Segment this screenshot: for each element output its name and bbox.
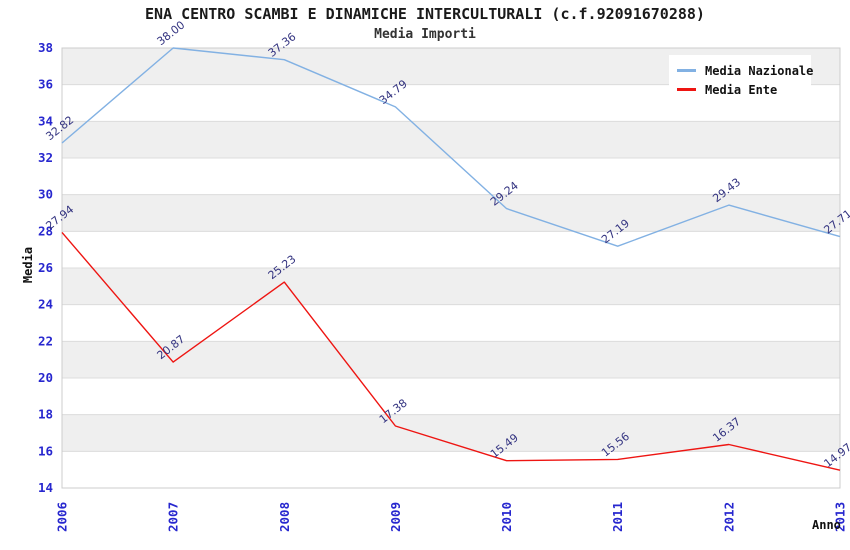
legend: Media Nazionale Media Ente (669, 55, 814, 102)
y-tick-label: 20 (38, 370, 53, 385)
chart-title: ENA CENTRO SCAMBI E DINAMICHE INTERCULTU… (145, 5, 705, 23)
y-tick-label: 32 (38, 150, 53, 165)
grid-band (62, 414, 840, 452)
grid-band (62, 194, 840, 232)
x-tick-label: 2009 (388, 502, 403, 532)
y-axis-title: Media (21, 246, 35, 284)
series-line-media-ente (61, 231, 841, 471)
legend-swatch-icon (677, 69, 696, 72)
grid-band (62, 268, 840, 305)
legend-label: Media Nazionale (705, 63, 814, 78)
x-tick-label: 2008 (277, 502, 292, 532)
y-tick-label: 18 (38, 407, 53, 422)
y-tick-label: 24 (38, 297, 53, 312)
legend-item-1: Media Ente (669, 80, 811, 99)
x-axis-title: Anno (812, 518, 841, 532)
x-tick-label: 2012 (721, 502, 736, 532)
legend-swatch-icon (677, 88, 696, 91)
grid-band (62, 121, 840, 158)
y-tick-label: 34 (38, 113, 53, 128)
y-tick-label: 30 (38, 187, 53, 202)
y-tick-label: 22 (38, 333, 53, 348)
chart-subtitle: Media Importi (374, 27, 476, 42)
plot-border (61, 47, 841, 489)
grid-band (62, 341, 840, 378)
y-tick-label: 36 (38, 77, 53, 92)
y-tick-label: 16 (38, 443, 53, 458)
y-tick-label: 28 (38, 223, 53, 238)
y-tick-label: 38 (38, 40, 53, 55)
x-tick-label: 2011 (610, 502, 625, 532)
y-tick-label: 26 (38, 260, 53, 275)
x-tick-label: 2013 (833, 502, 848, 532)
x-tick-label: 2006 (55, 502, 70, 532)
y-tick-label: 14 (38, 480, 53, 495)
x-tick-label: 2007 (166, 502, 181, 532)
legend-item-0: Media Nazionale (669, 61, 814, 80)
x-tick-label: 2010 (499, 502, 514, 532)
legend-label: Media Ente (705, 82, 778, 97)
series-line-media-nazionale (61, 47, 841, 247)
